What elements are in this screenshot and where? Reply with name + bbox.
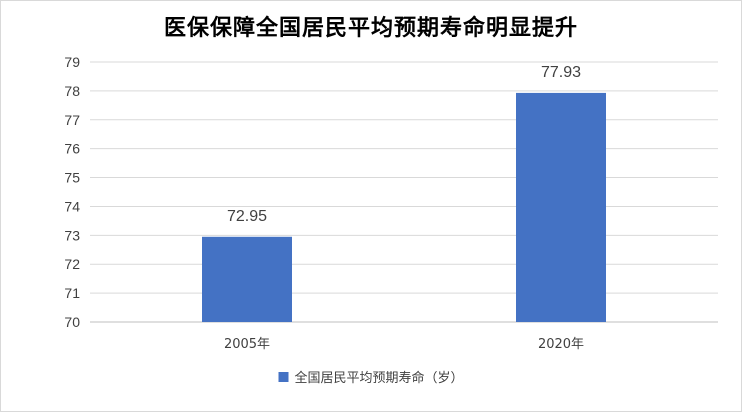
y-tick-label: 77 — [64, 112, 80, 128]
bar — [516, 92, 606, 323]
y-tick-label: 79 — [64, 54, 80, 70]
data-label: 77.93 — [541, 64, 581, 81]
y-tick-label: 76 — [64, 141, 80, 157]
chart-title: 医保保障全国居民平均预期寿命明显提升 — [163, 16, 578, 41]
y-tick-label: 70 — [64, 314, 80, 330]
y-tick-label: 74 — [64, 198, 80, 214]
y-tick-label: 75 — [64, 170, 80, 186]
bar — [202, 236, 292, 322]
y-tick-label: 71 — [64, 285, 80, 301]
y-tick-label: 78 — [64, 83, 80, 99]
y-tick-label: 73 — [64, 227, 80, 243]
x-tick-label: 2020年 — [538, 337, 584, 352]
y-tick-label: 72 — [64, 256, 80, 272]
data-label: 72.95 — [227, 208, 267, 225]
legend-swatch — [278, 372, 289, 382]
legend-label: 全国居民平均预期寿命（岁） — [295, 370, 464, 386]
x-tick-label: 2005年 — [224, 337, 270, 352]
